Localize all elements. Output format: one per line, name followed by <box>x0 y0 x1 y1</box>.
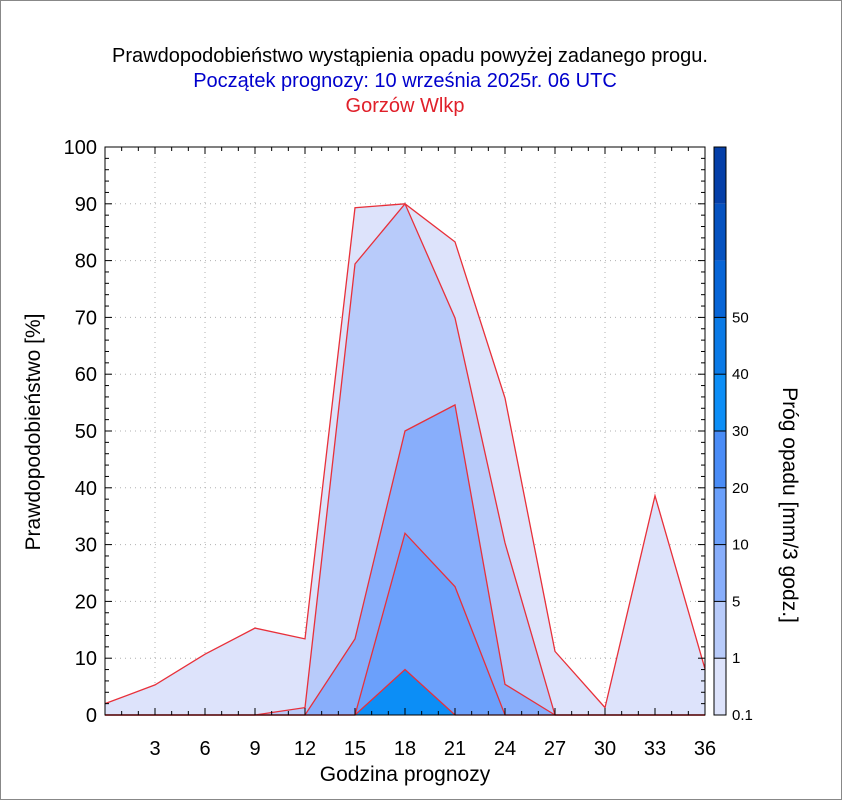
area-threshold-20 <box>105 669 705 715</box>
y-tick-label: 50 <box>75 421 97 443</box>
x-tick-label: 6 <box>199 738 210 760</box>
y-tick-label: 20 <box>75 591 97 613</box>
colorbar-label: Próg opadu [mm/3 godz.] <box>778 387 801 623</box>
colorbar-segment <box>714 147 726 204</box>
colorbar-segment <box>714 431 726 488</box>
x-tick-label: 12 <box>294 738 316 760</box>
colorbar-tick-label: 30 <box>732 423 749 440</box>
x-axis-label: Godzina prognozy <box>320 763 491 786</box>
y-tick-label: 90 <box>75 194 97 216</box>
x-tick-label: 36 <box>694 738 716 760</box>
colorbar-tick-label: 1 <box>732 650 740 667</box>
x-tick-label: 24 <box>494 738 516 760</box>
colorbar-tick-label: 50 <box>732 309 749 326</box>
x-tick-label: 30 <box>594 738 616 760</box>
y-tick-label: 100 <box>64 137 97 159</box>
colorbar-tick-label: 5 <box>732 593 740 610</box>
area-threshold-10 <box>105 533 705 715</box>
y-tick-label: 40 <box>75 478 97 500</box>
colorbar-tick-label: 10 <box>732 537 749 554</box>
colorbar-segment <box>714 203 726 261</box>
y-tick-label: 70 <box>75 307 97 329</box>
colorbar-segment <box>714 658 726 715</box>
y-tick-label: 30 <box>75 535 97 557</box>
colorbar-tick-label: 20 <box>732 480 749 497</box>
chart-location: Gorzów Wlkp <box>346 95 465 117</box>
x-tick-label: 18 <box>394 738 416 760</box>
x-tick-label: 21 <box>444 738 466 760</box>
colorbar-segment <box>714 601 726 659</box>
chart-title: Prawdopodobieństwo wystąpienia opadu pow… <box>112 45 708 67</box>
x-tick-label: 9 <box>249 738 260 760</box>
colorbar-tick-label: 0.1 <box>732 707 753 724</box>
colorbar-segment <box>714 374 726 431</box>
y-tick-label: 60 <box>75 364 97 386</box>
colorbar-segment <box>714 260 726 318</box>
y-tick-label: 10 <box>75 648 97 670</box>
x-tick-label: 27 <box>544 738 566 760</box>
threshold-colorbar: 0.1 1 5 10 20 30 40 50 <box>713 146 753 724</box>
colorbar-segment <box>714 544 726 602</box>
y-tick-label: 0 <box>86 705 97 727</box>
x-tick-label: 15 <box>344 738 366 760</box>
x-tick-label: 3 <box>149 738 160 760</box>
x-tick-label: 33 <box>644 738 666 760</box>
y-axis-label: Prawdopodobieństwo [%] <box>22 314 45 551</box>
colorbar-segment <box>714 317 726 375</box>
colorbar-segment <box>714 487 726 545</box>
chart-subtitle: Początek prognozy: 10 września 2025r. 06… <box>193 70 617 92</box>
colorbar-tick-label: 40 <box>732 366 749 383</box>
y-tick-label: 80 <box>75 251 97 273</box>
